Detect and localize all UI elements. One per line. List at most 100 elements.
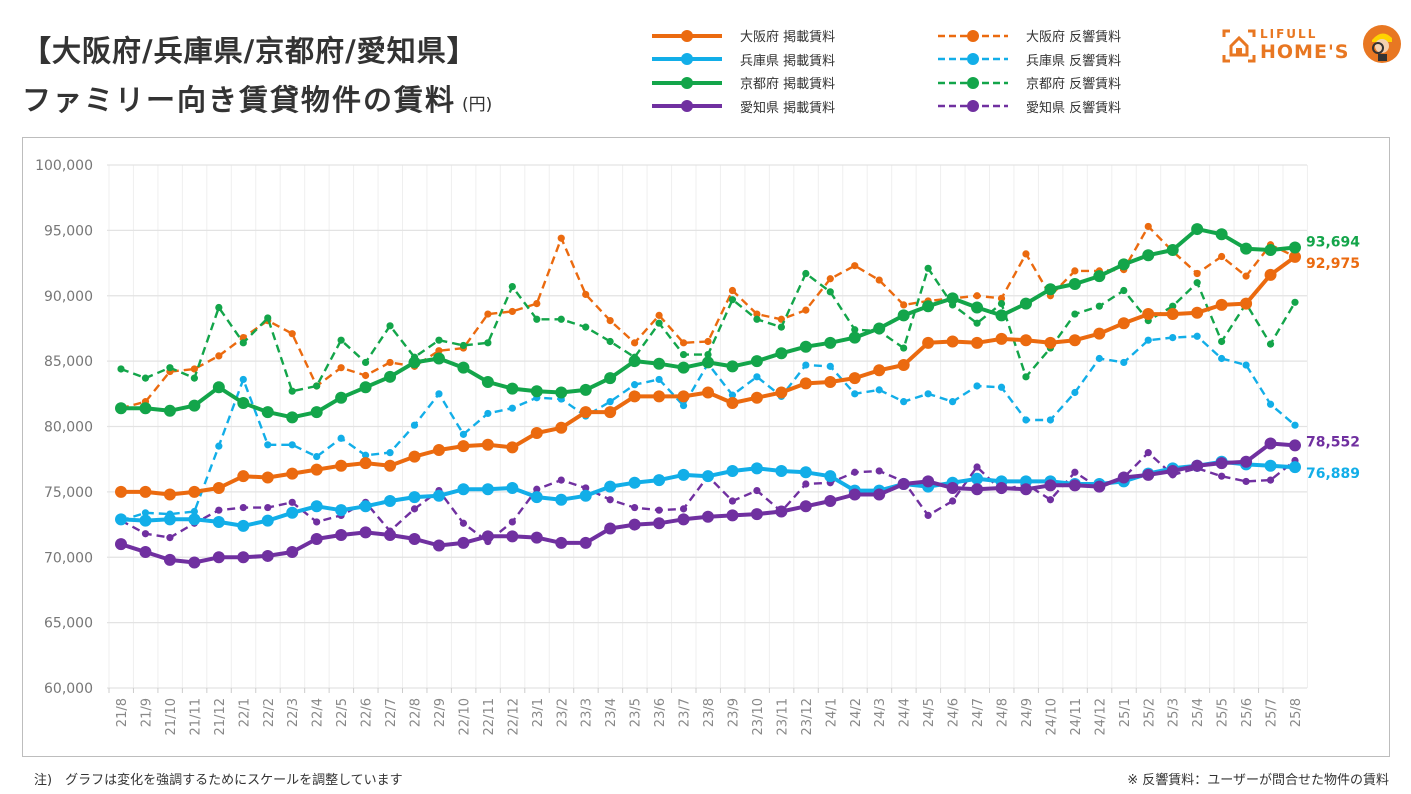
data-point <box>288 387 296 395</box>
series-line <box>120 441 1296 565</box>
data-point <box>384 529 397 542</box>
y-tick-label: 80,000 <box>44 420 93 436</box>
data-point <box>628 390 641 403</box>
data-point <box>1142 249 1155 262</box>
data-point <box>826 275 834 283</box>
x-tick-label: 25/3 <box>1167 698 1182 727</box>
data-point <box>704 350 712 359</box>
data-point <box>361 371 370 380</box>
data-point <box>432 352 445 365</box>
data-point <box>310 406 323 419</box>
data-point <box>408 491 421 504</box>
data-point <box>337 434 345 442</box>
legend-label: 京都府 掲載賃料 <box>740 77 836 93</box>
data-point <box>997 299 1006 308</box>
data-point <box>530 385 543 398</box>
x-tick-label: 25/4 <box>1191 698 1206 727</box>
legend-marker <box>967 53 979 66</box>
data-point <box>555 421 568 434</box>
data-point <box>286 546 299 559</box>
data-point <box>606 316 614 325</box>
data-point <box>799 500 812 513</box>
data-point <box>922 475 935 488</box>
data-point <box>508 518 516 526</box>
data-point <box>1215 298 1228 311</box>
data-point <box>679 401 688 410</box>
data-point <box>188 485 201 498</box>
data-point <box>115 485 127 498</box>
data-point <box>1242 477 1250 486</box>
data-point <box>897 309 910 322</box>
data-point <box>141 530 150 538</box>
data-point <box>1144 449 1152 457</box>
legend-label: 兵庫県 掲載賃料 <box>740 53 836 69</box>
x-tick-label: 23/9 <box>726 698 741 727</box>
data-point <box>873 488 886 501</box>
data-point <box>946 481 959 494</box>
data-point <box>457 440 470 453</box>
data-point <box>604 522 617 535</box>
data-point <box>359 457 372 470</box>
x-tick-label: 23/3 <box>580 698 595 727</box>
y-tick-label: 90,000 <box>44 289 93 305</box>
data-point <box>777 323 785 331</box>
data-point <box>212 551 225 564</box>
data-point <box>1071 388 1079 397</box>
data-point <box>775 464 788 477</box>
data-point <box>924 511 932 520</box>
data-point <box>1266 340 1275 348</box>
x-tick-label: 22/5 <box>335 698 350 727</box>
x-tick-label: 24/9 <box>1020 698 1035 727</box>
x-tick-label: 23/5 <box>629 698 644 727</box>
data-point <box>579 406 592 419</box>
data-point <box>432 539 445 552</box>
data-point <box>1240 242 1253 255</box>
chart-area: 60,000 65,000 70,000 75,000 80,000 85,000 90,0… <box>22 137 1390 757</box>
data-point <box>971 472 984 485</box>
data-point <box>1095 302 1103 310</box>
series-response-7 <box>117 449 1299 546</box>
data-point <box>1071 310 1079 318</box>
data-point <box>997 294 1006 302</box>
data-point <box>631 503 639 512</box>
x-tick-label: 21/12 <box>213 698 228 735</box>
data-point <box>971 483 984 496</box>
data-point <box>1264 243 1277 256</box>
legend-swatch-icon <box>652 100 722 113</box>
data-point <box>851 326 859 334</box>
data-point <box>481 530 494 543</box>
data-point <box>1022 373 1030 381</box>
data-point <box>384 495 397 508</box>
data-point <box>506 382 519 395</box>
data-point <box>799 340 812 353</box>
data-point <box>1266 476 1275 484</box>
data-point <box>141 509 150 517</box>
data-point <box>824 495 837 508</box>
data-point <box>1191 459 1204 472</box>
legend-item: 大阪府 反響賃料 <box>934 24 1121 48</box>
legend-swatch-icon <box>938 53 1008 66</box>
data-point <box>900 301 908 309</box>
data-point <box>655 311 663 319</box>
data-point <box>1093 327 1106 340</box>
data-point <box>481 376 494 389</box>
x-tick-label: 24/5 <box>922 698 937 727</box>
data-point <box>1068 334 1081 347</box>
data-point <box>1193 269 1201 278</box>
x-tick-label: 23/1 <box>531 698 546 727</box>
data-point <box>702 470 714 483</box>
legend-label: 大阪府 反響賃料 <box>1026 30 1122 46</box>
data-point <box>1218 354 1226 363</box>
data-point <box>212 481 225 494</box>
legend-marker <box>967 100 979 113</box>
data-point <box>802 480 810 488</box>
data-point <box>1022 250 1030 258</box>
data-point <box>1144 336 1152 344</box>
data-point <box>215 352 223 360</box>
data-point <box>750 391 763 404</box>
data-point <box>335 504 348 517</box>
data-point <box>924 264 932 272</box>
data-point <box>799 466 812 479</box>
data-point <box>604 406 617 419</box>
legend-marker <box>681 100 693 113</box>
